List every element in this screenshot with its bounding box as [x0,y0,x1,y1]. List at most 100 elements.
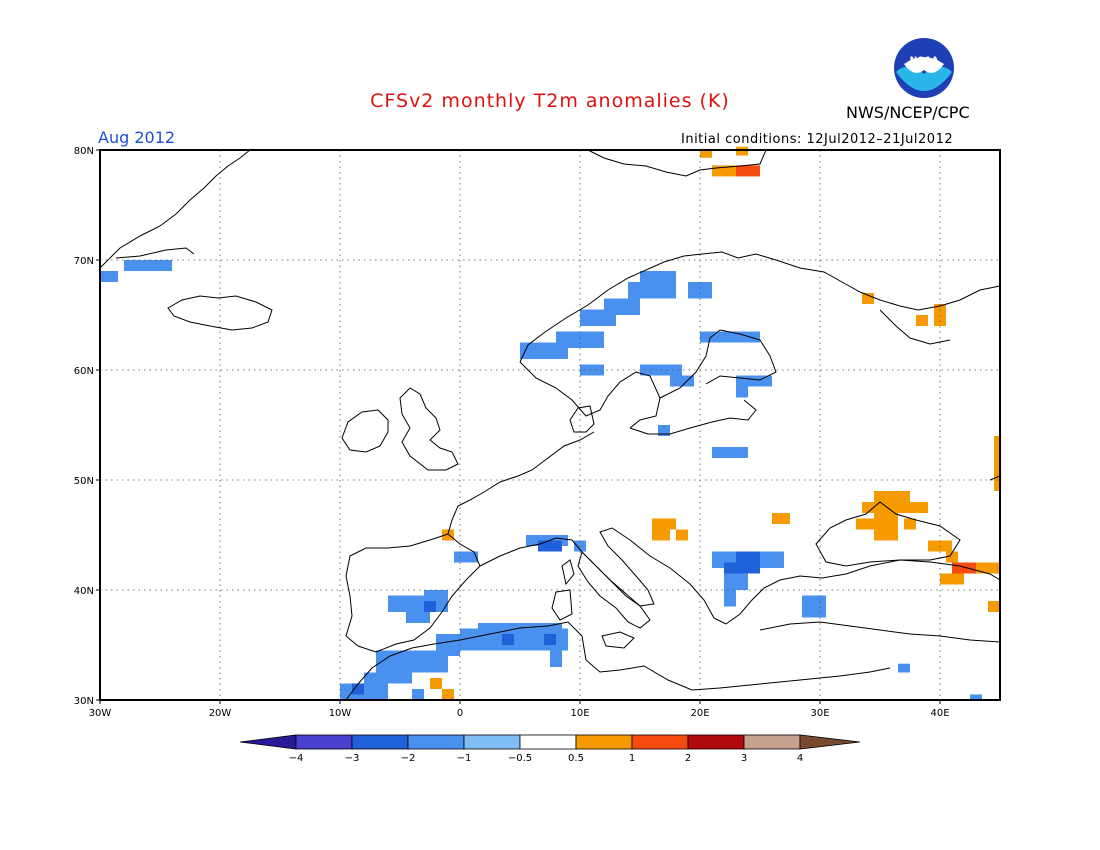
anomaly-cell [478,623,562,640]
anomaly-cell [352,683,364,695]
colorbar-label: −2 [401,753,416,764]
anomaly-cell [700,148,712,158]
colorbar-label: 0.5 [568,753,584,764]
lat-label: 30N [74,696,94,707]
anomaly-cell [442,529,454,541]
anomaly-cell [412,689,424,700]
anomaly-cell [406,612,430,623]
colorbar [239,734,861,750]
anomaly-cell [676,529,688,541]
anomaly-cell [388,595,424,612]
noaa-logo: NOAA [894,38,954,98]
colorbar-swatch [519,734,577,750]
anomaly-cell [220,177,232,189]
coastlines [99,149,1001,701]
anomaly-cell [994,436,1002,491]
colorbar-label: −4 [289,753,304,764]
anomaly-cell [700,331,760,343]
lon-label: 0 [457,708,463,719]
anomaly-cell [976,562,1000,574]
anomaly-cell [874,491,910,502]
colorbar-label: 2 [685,753,691,764]
anomaly-cell [124,260,172,271]
anomaly-cell [652,529,670,541]
lon-label: 30W [89,708,112,719]
lat-label: 40N [74,586,94,597]
colorbar-label: 3 [741,753,747,764]
anomaly-cell [652,518,676,530]
agency-label: NWS/NCEP/CPC [846,103,970,122]
anomaly-cell [898,663,910,673]
anomaly-cell [970,694,982,700]
lon-label: 40E [930,708,949,719]
colorbar-swatch [743,734,801,750]
anomaly-cell [442,689,454,700]
colorbar-label: −0.5 [508,753,532,764]
anomaly-cell [724,573,748,590]
anomaly-cell [640,271,676,282]
lat-label: 80N [74,146,94,157]
anomaly-cell [940,573,964,585]
anomaly-cell [436,634,460,656]
colorbar-labels: −4 −3 −2 −1 −0.5 0.5 1 2 3 4 [289,753,804,764]
lon-label: 10W [329,708,352,719]
anomaly-cell [376,650,448,673]
anomaly-cell [670,375,694,387]
anomaly-cell [988,601,1000,612]
colorbar-label: −3 [345,753,360,764]
colorbar-label: 1 [629,753,635,764]
colorbar-swatch [631,734,689,750]
anomaly-cell [856,518,880,530]
colorbar-label: 4 [797,753,803,764]
colorbar-swatch [351,734,409,750]
anomaly-cell [538,540,562,552]
lat-label: 50N [74,476,94,487]
colorbar-swatch [295,734,353,750]
lon-label: 30E [810,708,829,719]
colorbar-swatch [407,734,465,750]
anomaly-cell [712,165,736,177]
anomaly-cell [736,375,772,387]
anomaly-cell [802,595,826,618]
anomaly-cell [430,678,442,689]
colorbar-label: −1 [457,753,472,764]
anomaly-cell [736,165,760,177]
noaa-logo-text: NOAA [910,56,939,66]
anomaly-cells [100,146,1002,700]
anomaly-cell [712,447,748,458]
anomaly-cell [952,562,976,574]
lon-label: 20E [690,708,709,719]
anomaly-cell [862,293,874,304]
colorbar-low-arrow [239,734,297,750]
anomaly-cell [736,551,760,563]
anomaly-cell [424,601,436,612]
anomaly-cell [580,364,604,376]
anomaly-cell [556,331,604,348]
anomaly-cell [772,513,790,524]
initial-conditions-label: Initial conditions: 12Jul2012–21Jul2012 [681,132,954,147]
anomaly-cell [904,518,916,530]
colorbar-swatch [463,734,521,750]
anomaly-cell [946,551,958,563]
anomaly-cell [604,298,640,315]
map-title: CFSv2 monthly T2m anomalies (K) [370,90,730,112]
graticule [100,150,1000,700]
lon-label: 10E [570,708,589,719]
anomaly-cell [658,425,670,436]
anomaly-cell [736,146,748,156]
lon-label: 20W [209,708,232,719]
lat-label: 60N [74,366,94,377]
anomaly-cell [724,590,736,607]
map-frame [99,149,1001,701]
anomaly-cell [454,551,478,563]
lat-label: 70N [74,256,94,267]
colorbar-swatch [575,734,633,750]
anomaly-cell [916,315,928,326]
anomaly-cell [688,282,712,299]
anomaly-cell [736,386,748,398]
anomaly-cell [550,650,562,667]
anomaly-cell [364,672,412,684]
longitude-labels: 30W 20W 10W 0 10E 20E 30E 40E [89,700,950,719]
anomaly-cell [862,502,928,513]
